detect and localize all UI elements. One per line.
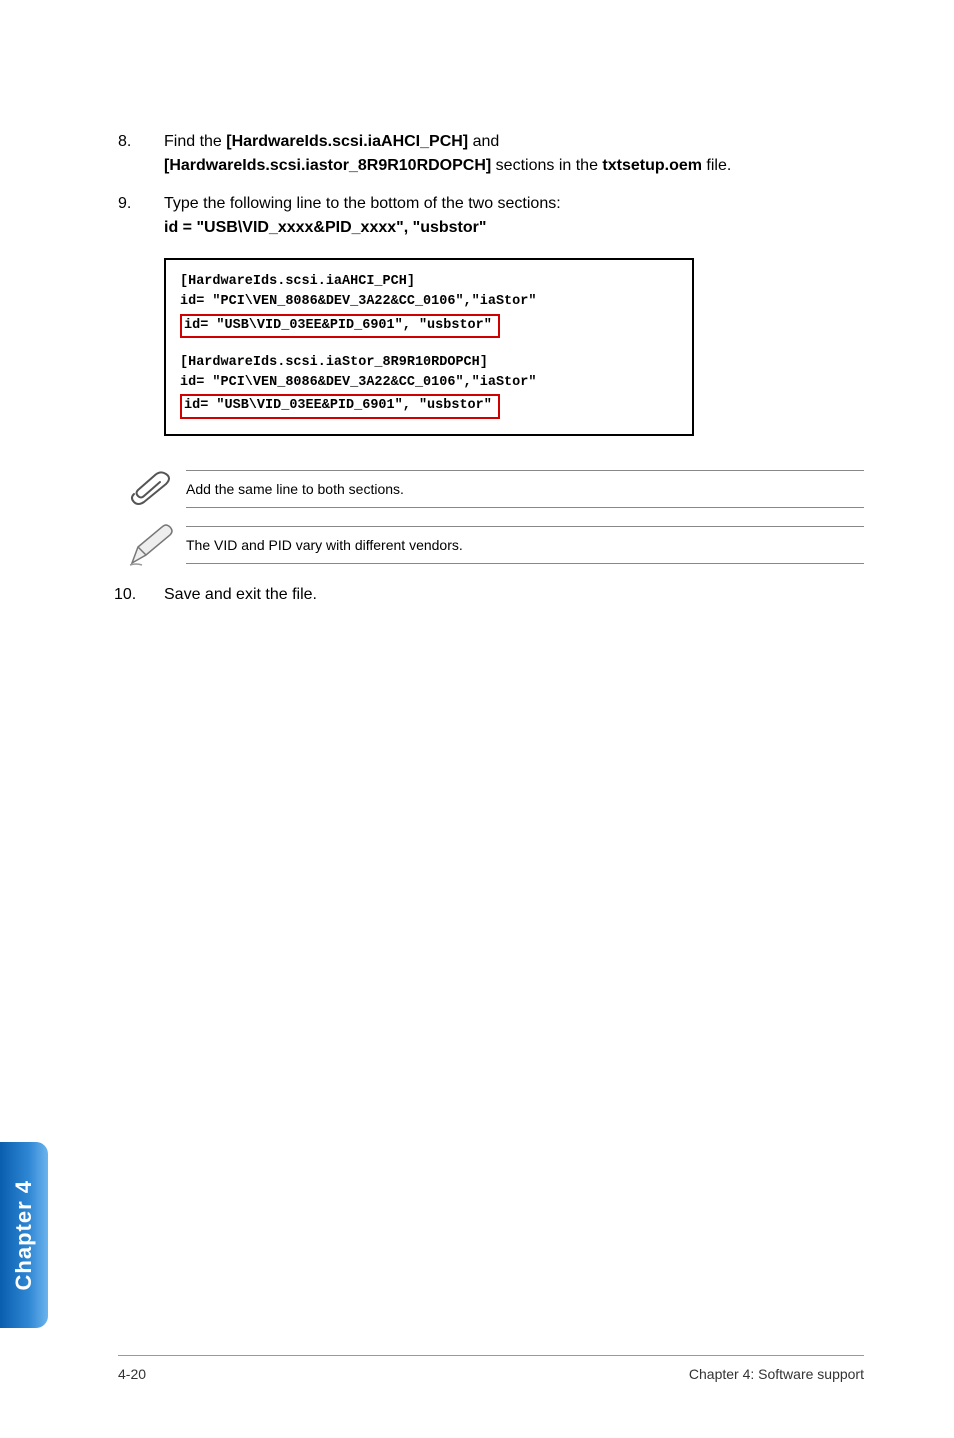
text: Type the following line to the bottom of… bbox=[164, 195, 561, 212]
divider bbox=[186, 507, 864, 508]
divider bbox=[118, 1355, 864, 1356]
text-bold: txtsetup.oem bbox=[602, 157, 702, 174]
highlighted-code: id= "USB\VID_03EE&PID_6901", "usbstor" bbox=[180, 314, 500, 338]
step-10: 10. Save and exit the file. bbox=[114, 586, 864, 604]
text-bold: [HardwareIds.scsi.iastor_8R9R10RDOPCH] bbox=[164, 157, 491, 174]
code-line: [HardwareIds.scsi.iaAHCI_PCH] bbox=[180, 272, 678, 292]
page-number: 4-20 bbox=[118, 1366, 146, 1382]
code-line: [HardwareIds.scsi.iaStor_8R9R10RDOPCH] bbox=[180, 353, 678, 373]
step-9: 9. Type the following line to the bottom… bbox=[118, 192, 864, 240]
pen-icon bbox=[128, 523, 186, 567]
chapter-title: Chapter 4: Software support bbox=[689, 1366, 864, 1382]
code-line: id= "PCI\VEN_8086&DEV_3A22&CC_0106","iaS… bbox=[180, 373, 678, 393]
code-line: id= "USB\VID_03EE&PID_6901", "usbstor" bbox=[184, 398, 492, 413]
step-body: Type the following line to the bottom of… bbox=[164, 192, 864, 240]
notes-block: Add the same line to both sections. The … bbox=[128, 466, 864, 568]
spacer bbox=[180, 339, 678, 353]
text: Find the bbox=[164, 133, 226, 150]
code-line: id= "USB\VID_03EE&PID_6901", "usbstor" bbox=[184, 318, 492, 333]
page-footer: 4-20 Chapter 4: Software support bbox=[118, 1355, 864, 1382]
chapter-tab: Chapter 4 bbox=[0, 1142, 48, 1328]
step-body: Save and exit the file. bbox=[164, 586, 317, 604]
chapter-tab-label: Chapter 4 bbox=[11, 1180, 37, 1290]
divider bbox=[186, 563, 864, 564]
text-bold: [HardwareIds.scsi.iaAHCI_PCH] bbox=[226, 133, 468, 150]
page-content: 8. Find the [HardwareIds.scsi.iaAHCI_PCH… bbox=[0, 0, 954, 604]
text: and bbox=[468, 133, 499, 150]
highlighted-code: id= "USB\VID_03EE&PID_6901", "usbstor" bbox=[180, 394, 500, 418]
step-number: 8. bbox=[118, 130, 164, 178]
note-row: The VID and PID vary with different vend… bbox=[128, 522, 864, 568]
note-text-wrap: The VID and PID vary with different vend… bbox=[186, 522, 864, 568]
divider bbox=[186, 470, 864, 471]
note-row: Add the same line to both sections. bbox=[128, 466, 864, 512]
step-number: 9. bbox=[118, 192, 164, 240]
note-text: The VID and PID vary with different vend… bbox=[186, 531, 864, 559]
text: file. bbox=[702, 157, 731, 174]
footer-row: 4-20 Chapter 4: Software support bbox=[118, 1366, 864, 1382]
step-number: 10. bbox=[114, 586, 164, 604]
note-text-wrap: Add the same line to both sections. bbox=[186, 466, 864, 512]
text: sections in the bbox=[491, 157, 602, 174]
divider bbox=[186, 526, 864, 527]
code-block: [HardwareIds.scsi.iaAHCI_PCH] id= "PCI\V… bbox=[164, 258, 694, 436]
note-text: Add the same line to both sections. bbox=[186, 475, 864, 503]
step-body: Find the [HardwareIds.scsi.iaAHCI_PCH] a… bbox=[164, 130, 864, 178]
paperclip-icon bbox=[128, 470, 186, 508]
step-8: 8. Find the [HardwareIds.scsi.iaAHCI_PCH… bbox=[118, 130, 864, 178]
code-line: id= "PCI\VEN_8086&DEV_3A22&CC_0106","iaS… bbox=[180, 292, 678, 312]
text-bold: id = "USB\VID_xxxx&PID_xxxx", "usbstor" bbox=[164, 219, 486, 236]
